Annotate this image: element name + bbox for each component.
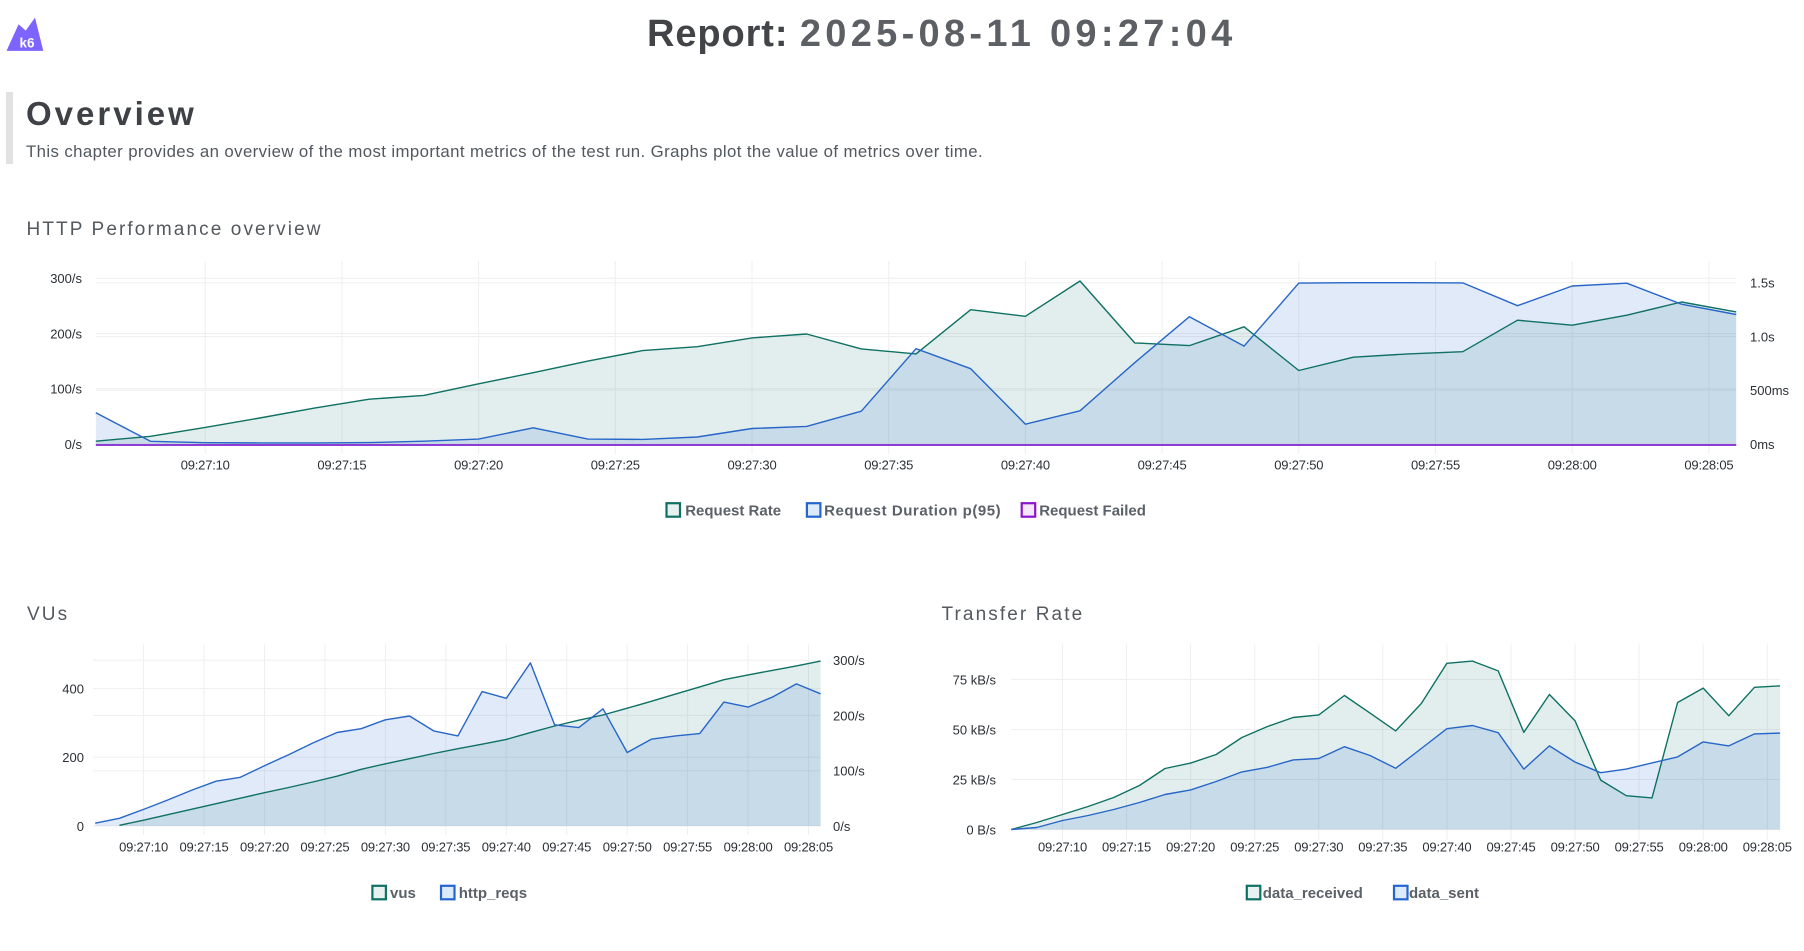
svg-text:09:27:25: 09:27:25 [300, 840, 349, 855]
svg-text:09:27:30: 09:27:30 [727, 458, 776, 473]
svg-text:09:27:25: 09:27:25 [591, 458, 640, 473]
svg-text:09:28:05: 09:28:05 [1684, 458, 1733, 473]
svg-text:09:27:25: 09:27:25 [1230, 840, 1279, 855]
svg-text:09:27:30: 09:27:30 [361, 840, 410, 855]
svg-text:09:27:20: 09:27:20 [454, 458, 503, 473]
svg-text:09:27:45: 09:27:45 [1138, 458, 1187, 473]
svg-text:09:27:45: 09:27:45 [1486, 840, 1535, 855]
svg-text:data_sent: data_sent [1409, 885, 1479, 902]
svg-text:09:28:05: 09:28:05 [784, 840, 833, 855]
svg-text:09:27:45: 09:27:45 [542, 840, 591, 855]
svg-text:09:27:20: 09:27:20 [240, 840, 289, 855]
svg-text:200/s: 200/s [833, 708, 865, 723]
svg-text:09:27:10: 09:27:10 [181, 458, 230, 473]
svg-text:09:28:05: 09:28:05 [1743, 840, 1792, 855]
svg-text:09:27:40: 09:27:40 [482, 840, 531, 855]
svg-text:0/s: 0/s [833, 819, 851, 834]
svg-text:200: 200 [62, 750, 84, 765]
svg-text:09:27:50: 09:27:50 [603, 840, 652, 855]
svg-text:1.0s: 1.0s [1750, 329, 1775, 344]
svg-text:500ms: 500ms [1750, 383, 1790, 398]
svg-text:09:28:00: 09:28:00 [1679, 840, 1728, 855]
svg-text:09:27:50: 09:27:50 [1274, 458, 1323, 473]
svg-text:100/s: 100/s [50, 382, 82, 397]
svg-text:200/s: 200/s [50, 326, 82, 341]
svg-text:0ms: 0ms [1750, 437, 1775, 452]
svg-text:09:27:20: 09:27:20 [1166, 840, 1215, 855]
svg-text:0: 0 [77, 819, 84, 834]
svg-text:09:27:35: 09:27:35 [1358, 840, 1407, 855]
svg-text:09:27:30: 09:27:30 [1294, 840, 1343, 855]
svg-text:09:27:55: 09:27:55 [1411, 458, 1460, 473]
svg-text:09:27:40: 09:27:40 [1422, 840, 1471, 855]
svg-text:0/s: 0/s [65, 437, 83, 452]
svg-text:09:27:10: 09:27:10 [1038, 840, 1087, 855]
svg-text:300/s: 300/s [833, 653, 865, 668]
svg-text:25 kB/s: 25 kB/s [953, 772, 997, 787]
svg-text:400: 400 [62, 682, 84, 697]
svg-text:09:27:55: 09:27:55 [663, 840, 712, 855]
svg-text:http_reqs: http_reqs [459, 885, 527, 902]
svg-text:09:27:15: 09:27:15 [1102, 840, 1151, 855]
svg-text:09:27:40: 09:27:40 [1001, 458, 1050, 473]
svg-text:09:28:00: 09:28:00 [724, 840, 773, 855]
svg-text:data_received: data_received [1263, 885, 1363, 902]
svg-text:09:27:10: 09:27:10 [119, 840, 168, 855]
svg-text:09:28:00: 09:28:00 [1548, 458, 1597, 473]
svg-text:50 kB/s: 50 kB/s [953, 722, 997, 737]
svg-text:100/s: 100/s [833, 764, 865, 779]
svg-text:vus: vus [390, 885, 416, 902]
svg-text:Request Rate: Request Rate [685, 502, 781, 519]
svg-text:09:27:35: 09:27:35 [421, 840, 470, 855]
svg-text:300/s: 300/s [50, 271, 82, 286]
svg-text:09:27:55: 09:27:55 [1615, 840, 1664, 855]
svg-text:09:27:15: 09:27:15 [179, 840, 228, 855]
svg-text:Request Failed: Request Failed [1039, 502, 1146, 519]
svg-text:k6: k6 [19, 36, 35, 51]
svg-text:09:27:50: 09:27:50 [1551, 840, 1600, 855]
svg-text:09:27:35: 09:27:35 [864, 458, 913, 473]
svg-text:09:27:15: 09:27:15 [317, 458, 366, 473]
svg-text:1.5s: 1.5s [1750, 276, 1775, 291]
svg-text:75 kB/s: 75 kB/s [953, 672, 997, 687]
svg-text:0 B/s: 0 B/s [966, 822, 996, 837]
svg-text:Request Duration p(95): Request Duration p(95) [824, 502, 1001, 519]
